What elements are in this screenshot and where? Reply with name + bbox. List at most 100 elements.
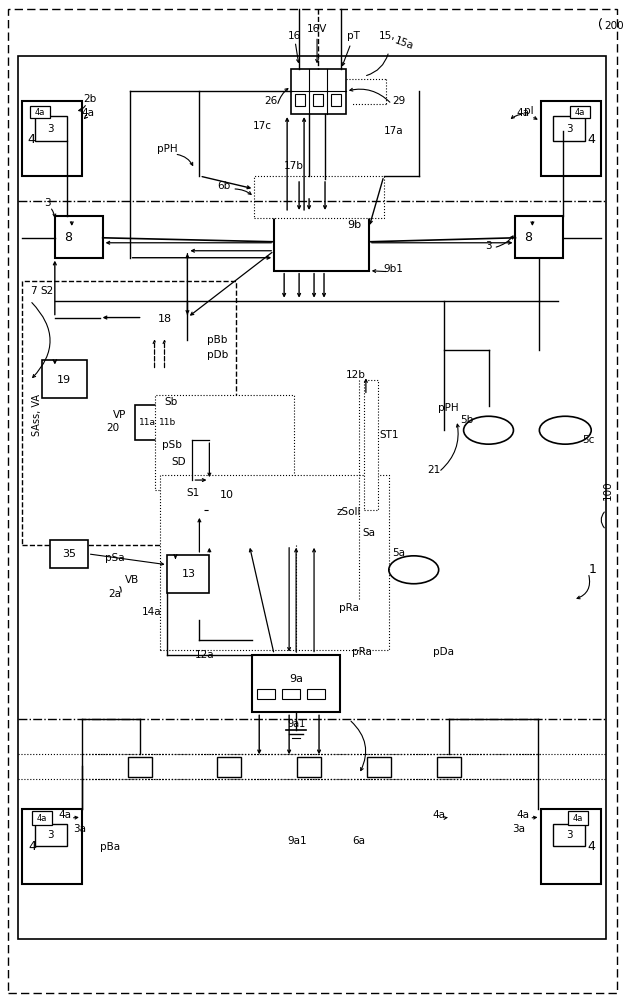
Text: 3a: 3a [73,824,87,834]
Text: 12a: 12a [194,650,214,660]
Text: 4a: 4a [82,108,94,118]
Text: 4: 4 [27,133,34,146]
Text: 11b: 11b [159,418,176,427]
Text: 7: 7 [30,286,36,296]
Text: SD: SD [171,457,186,467]
Text: 3: 3 [566,124,572,134]
Text: 4a: 4a [573,814,584,823]
Text: 9b: 9b [347,220,361,230]
Text: SAss, VA: SAss, VA [32,394,42,436]
Text: 9b1: 9b1 [384,264,404,274]
Bar [154,395,294,490]
Text: 5b: 5b [460,415,473,425]
Bar [291,69,346,114]
Text: 4a: 4a [517,810,530,820]
Text: zSoll: zSoll [337,507,361,517]
Bar [274,213,369,271]
Text: Sb: Sb [164,397,177,407]
Text: 10: 10 [220,490,234,500]
Text: 3a: 3a [512,824,525,834]
Text: 8: 8 [64,231,72,244]
Text: 4a: 4a [37,814,47,823]
Text: pSa: pSa [105,553,125,563]
Text: Sa: Sa [362,528,376,538]
Text: 3: 3 [48,124,54,134]
Bar [436,757,461,777]
Text: 13: 13 [181,569,196,579]
Text: 5c: 5c [582,435,594,445]
Bar [50,540,88,568]
Text: 9a: 9a [289,674,303,684]
Text: 3: 3 [48,830,54,840]
Text: 8: 8 [524,231,532,244]
Bar [18,56,606,939]
Text: 4a: 4a [517,108,530,118]
Text: 17c: 17c [253,121,271,131]
Text: 26: 26 [265,96,278,106]
Bar [554,116,585,141]
Bar [364,380,378,510]
Bar [209,480,384,545]
Text: 4a: 4a [34,108,45,117]
Text: pT: pT [347,31,361,41]
Bar [554,824,585,846]
Bar [515,216,563,258]
Bar [282,689,300,699]
Bar [218,757,241,777]
Text: 18: 18 [157,314,172,324]
Text: 15,: 15, [379,31,395,41]
Text: 9a1: 9a1 [287,719,305,729]
Text: pDb: pDb [207,350,228,360]
Text: 19: 19 [57,375,71,385]
Bar [254,176,384,218]
Bar [22,281,236,545]
Bar [135,405,192,440]
Text: 4a: 4a [432,810,445,820]
Text: 100: 100 [603,480,613,500]
Text: ST1: ST1 [379,430,399,440]
Bar [331,94,341,106]
Text: 3: 3 [566,830,572,840]
Text: 16V: 16V [307,24,327,34]
Text: 16: 16 [288,31,301,41]
Bar [541,101,601,176]
Text: 17b: 17b [284,161,304,171]
Text: VP: VP [113,410,126,420]
Bar [307,689,325,699]
Bar [32,811,52,825]
Bar [568,811,588,825]
Text: 15a: 15a [393,35,414,51]
Bar [367,757,391,777]
Text: S1: S1 [186,488,199,498]
Bar [128,757,152,777]
Text: 35: 35 [62,549,76,559]
Bar [22,809,82,884]
Bar [252,655,340,712]
Text: 2a: 2a [108,589,121,599]
Bar [35,824,67,846]
Text: 12b: 12b [346,370,366,380]
Text: pPH: pPH [157,144,178,154]
Text: 17a: 17a [384,126,404,136]
Text: 4a: 4a [58,810,71,820]
Bar [30,106,50,118]
Text: S2: S2 [40,286,53,296]
Text: 5a: 5a [393,548,405,558]
Text: pDa: pDa [433,647,454,657]
Bar [167,555,209,593]
Bar [297,757,321,777]
Text: 21: 21 [427,465,440,475]
Text: 4: 4 [587,840,595,853]
Bar [22,101,82,176]
Text: 3: 3 [45,198,51,208]
Bar [295,94,305,106]
Text: 4a: 4a [575,108,586,117]
Text: 4: 4 [587,133,595,146]
Bar [142,299,187,336]
Text: 4: 4 [28,840,36,853]
Text: 11a: 11a [139,418,156,427]
Text: 3: 3 [485,241,492,251]
Bar [313,94,323,106]
Bar [571,106,590,118]
Text: pBb: pBb [207,335,228,345]
